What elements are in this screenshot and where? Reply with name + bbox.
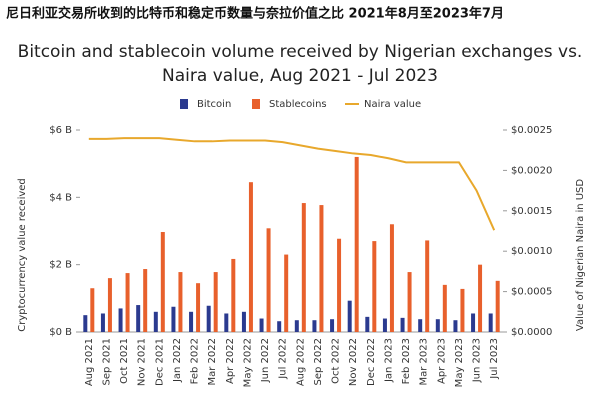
bar (460, 288, 465, 332)
y-tick-label: $4 B (49, 192, 72, 203)
x-tick-label: Sep 2022 (313, 338, 324, 385)
bar (171, 306, 176, 332)
legend-swatch (252, 99, 260, 109)
bar (347, 300, 352, 332)
bar (442, 284, 447, 332)
legend-swatch (180, 99, 188, 109)
chart-title: Naira value, Aug 2021 - Jul 2023 (162, 66, 438, 86)
bar (407, 272, 412, 332)
y2-tick-label: $0.0000 (511, 327, 552, 338)
bar (153, 311, 158, 332)
chart-supertitle: 尼日利亚交易所收到的比特币和稳定币数量与奈拉价值之比 2021年8月至2023年… (6, 6, 504, 22)
chart-title: Bitcoin and stablecoin volume received b… (18, 42, 583, 62)
y-tick-label: $6 B (49, 125, 72, 136)
x-tick-label: May 2023 (454, 338, 465, 387)
bar (284, 254, 289, 332)
bar (136, 305, 141, 332)
bar (259, 318, 264, 332)
x-tick-label: Feb 2022 (190, 338, 201, 384)
bar (83, 315, 88, 332)
y2-axis-label: Value of Nigerian Naira in USD (575, 179, 586, 332)
x-tick-label: May 2022 (242, 338, 253, 387)
y2-tick-label: $0.0025 (511, 125, 552, 136)
bar (312, 320, 317, 332)
x-tick-label: Sep 2021 (101, 338, 112, 385)
bar (400, 317, 405, 332)
bar (100, 313, 105, 332)
bar (241, 311, 246, 332)
y2-tick-label: $0.0005 (511, 287, 552, 298)
bar (125, 273, 130, 332)
bar (189, 311, 194, 332)
bar (301, 203, 306, 332)
x-tick-label: Dec 2021 (154, 338, 165, 386)
line (88, 137, 496, 231)
bar (365, 316, 370, 332)
bar (471, 313, 476, 332)
bar (90, 288, 95, 332)
x-tick-label: Jun 2023 (472, 338, 483, 383)
x-tick-label: Aug 2022 (295, 338, 306, 386)
bar (224, 313, 229, 332)
x-tick-label: Aug 2021 (84, 338, 95, 386)
bar (453, 320, 458, 332)
bar (418, 319, 423, 332)
bar (206, 305, 211, 332)
y2-tick-label: $0.0010 (511, 246, 552, 257)
y2-tick-label: $0.0020 (511, 165, 552, 176)
y2-tick-label: $0.0015 (511, 206, 552, 217)
bar (213, 272, 218, 332)
x-tick-label: Jul 2022 (278, 338, 289, 380)
bar (178, 272, 183, 332)
bar (231, 258, 236, 332)
x-tick-label: Dec 2022 (366, 338, 377, 386)
bar (319, 205, 324, 332)
x-tick-label: Nov 2022 (348, 338, 359, 386)
bar (143, 269, 148, 332)
x-tick-label: Jun 2022 (260, 338, 271, 383)
legend-label: Bitcoin (197, 99, 231, 110)
legend-label: Naira value (364, 99, 421, 110)
x-tick-label: Oct 2021 (119, 338, 130, 384)
bar (160, 232, 165, 332)
x-tick-label: Mar 2022 (207, 338, 218, 386)
bar (294, 320, 299, 332)
bar (382, 318, 387, 332)
x-tick-label: Oct 2022 (331, 338, 342, 384)
bar (330, 319, 335, 332)
bar (196, 283, 201, 332)
bar (372, 241, 377, 332)
bar (389, 224, 394, 332)
x-tick-label: Jan 2023 (383, 338, 394, 383)
x-tick-label: Jul 2023 (489, 338, 500, 380)
legend-label: Stablecoins (269, 99, 327, 110)
x-tick-label: Mar 2023 (419, 338, 430, 386)
y-tick-label: $0 B (49, 327, 72, 338)
y-tick-label: $2 B (49, 260, 72, 271)
x-tick-label: Apr 2023 (436, 338, 447, 384)
bar (435, 319, 440, 332)
bar (118, 308, 123, 332)
bar (495, 280, 500, 332)
bar (354, 156, 359, 332)
bar (478, 264, 483, 332)
x-tick-label: Apr 2022 (225, 338, 236, 384)
bar (266, 228, 271, 332)
bar (337, 238, 342, 332)
y-axis-label: Cryptocurrency value received (17, 178, 28, 332)
bar (425, 240, 430, 332)
x-tick-label: Feb 2023 (401, 338, 412, 384)
x-tick-label: Nov 2021 (137, 338, 148, 386)
bar (277, 321, 282, 332)
bar (248, 182, 253, 332)
x-tick-label: Jan 2022 (172, 338, 183, 383)
bar (107, 278, 112, 332)
bar (488, 313, 493, 332)
